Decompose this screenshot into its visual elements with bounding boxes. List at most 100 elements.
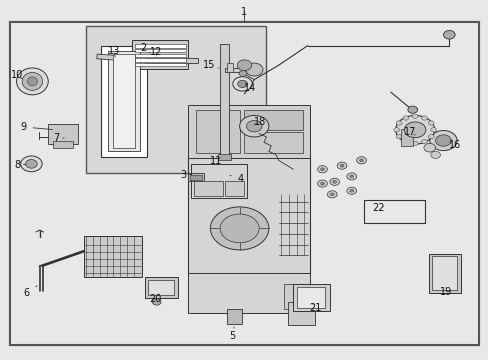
Bar: [244, 110, 303, 130]
Bar: [283, 284, 303, 309]
Circle shape: [152, 299, 161, 305]
Bar: [188, 273, 310, 313]
Bar: [108, 51, 140, 151]
Circle shape: [359, 159, 363, 162]
Bar: [227, 309, 242, 324]
Circle shape: [407, 106, 417, 113]
Text: 12: 12: [149, 46, 162, 57]
Text: 17: 17: [403, 127, 416, 137]
Bar: [193, 181, 223, 196]
Bar: [431, 256, 456, 291]
Bar: [144, 58, 198, 63]
Text: 5: 5: [229, 327, 235, 341]
Bar: [144, 277, 177, 298]
Ellipse shape: [27, 77, 37, 86]
Circle shape: [220, 214, 259, 243]
Circle shape: [339, 164, 343, 167]
Text: 4: 4: [229, 174, 244, 184]
Circle shape: [427, 134, 433, 139]
Bar: [224, 68, 242, 72]
Circle shape: [395, 134, 401, 139]
Ellipse shape: [17, 68, 48, 95]
Bar: [83, 235, 142, 277]
Bar: [135, 49, 185, 52]
Circle shape: [237, 80, 247, 87]
Bar: [135, 44, 185, 48]
Text: 19: 19: [439, 287, 451, 297]
Circle shape: [349, 175, 353, 178]
Circle shape: [317, 180, 327, 187]
Bar: [188, 105, 310, 158]
Circle shape: [327, 191, 336, 198]
Bar: [188, 153, 310, 275]
Bar: [297, 287, 325, 308]
Bar: [113, 54, 135, 148]
Text: 8: 8: [15, 159, 26, 170]
Bar: [288, 302, 315, 325]
Bar: [135, 63, 185, 66]
Circle shape: [210, 207, 268, 250]
Circle shape: [245, 63, 263, 76]
Circle shape: [237, 60, 251, 71]
Circle shape: [356, 157, 366, 164]
Bar: [190, 175, 202, 180]
Text: 2: 2: [140, 43, 150, 53]
Circle shape: [239, 71, 246, 76]
Text: 6: 6: [23, 286, 37, 298]
Circle shape: [346, 187, 356, 194]
Circle shape: [320, 182, 324, 185]
Polygon shape: [97, 54, 138, 62]
Bar: [188, 173, 203, 181]
Circle shape: [395, 116, 434, 144]
Bar: [135, 54, 185, 57]
Circle shape: [320, 168, 324, 171]
Text: 11: 11: [210, 156, 222, 166]
Bar: [101, 45, 147, 157]
Bar: [400, 129, 412, 146]
Bar: [293, 284, 329, 311]
Text: 15: 15: [203, 59, 219, 69]
Bar: [148, 280, 174, 296]
Circle shape: [435, 135, 450, 146]
Circle shape: [402, 139, 408, 144]
Text: 1: 1: [241, 7, 247, 17]
Circle shape: [443, 31, 454, 39]
Circle shape: [430, 151, 440, 158]
Text: 3: 3: [180, 170, 191, 180]
Bar: [132, 40, 188, 69]
Text: 10: 10: [11, 70, 23, 80]
Circle shape: [421, 139, 427, 144]
Bar: [227, 63, 233, 72]
Circle shape: [232, 77, 252, 91]
Text: 20: 20: [149, 294, 162, 304]
Bar: [195, 110, 239, 153]
Circle shape: [349, 189, 353, 192]
Bar: [224, 181, 244, 196]
Bar: [244, 132, 303, 153]
Circle shape: [246, 121, 262, 132]
Circle shape: [429, 131, 456, 150]
Circle shape: [423, 143, 435, 152]
Circle shape: [336, 162, 346, 169]
Bar: [428, 253, 460, 293]
Circle shape: [427, 121, 433, 125]
Circle shape: [239, 116, 268, 137]
Circle shape: [346, 173, 356, 180]
Circle shape: [20, 156, 42, 172]
Circle shape: [421, 116, 427, 120]
Text: 18: 18: [253, 117, 265, 127]
Bar: [220, 44, 228, 158]
Text: 16: 16: [448, 140, 460, 150]
Bar: [135, 58, 185, 62]
Text: 13: 13: [107, 46, 120, 57]
Bar: [217, 154, 231, 160]
Bar: [53, 140, 73, 148]
Circle shape: [395, 121, 401, 125]
Circle shape: [430, 128, 436, 132]
Text: 7: 7: [54, 133, 64, 143]
Ellipse shape: [22, 72, 42, 90]
Circle shape: [411, 141, 417, 145]
Circle shape: [404, 122, 425, 138]
Circle shape: [329, 178, 339, 185]
Text: 9: 9: [20, 122, 52, 132]
